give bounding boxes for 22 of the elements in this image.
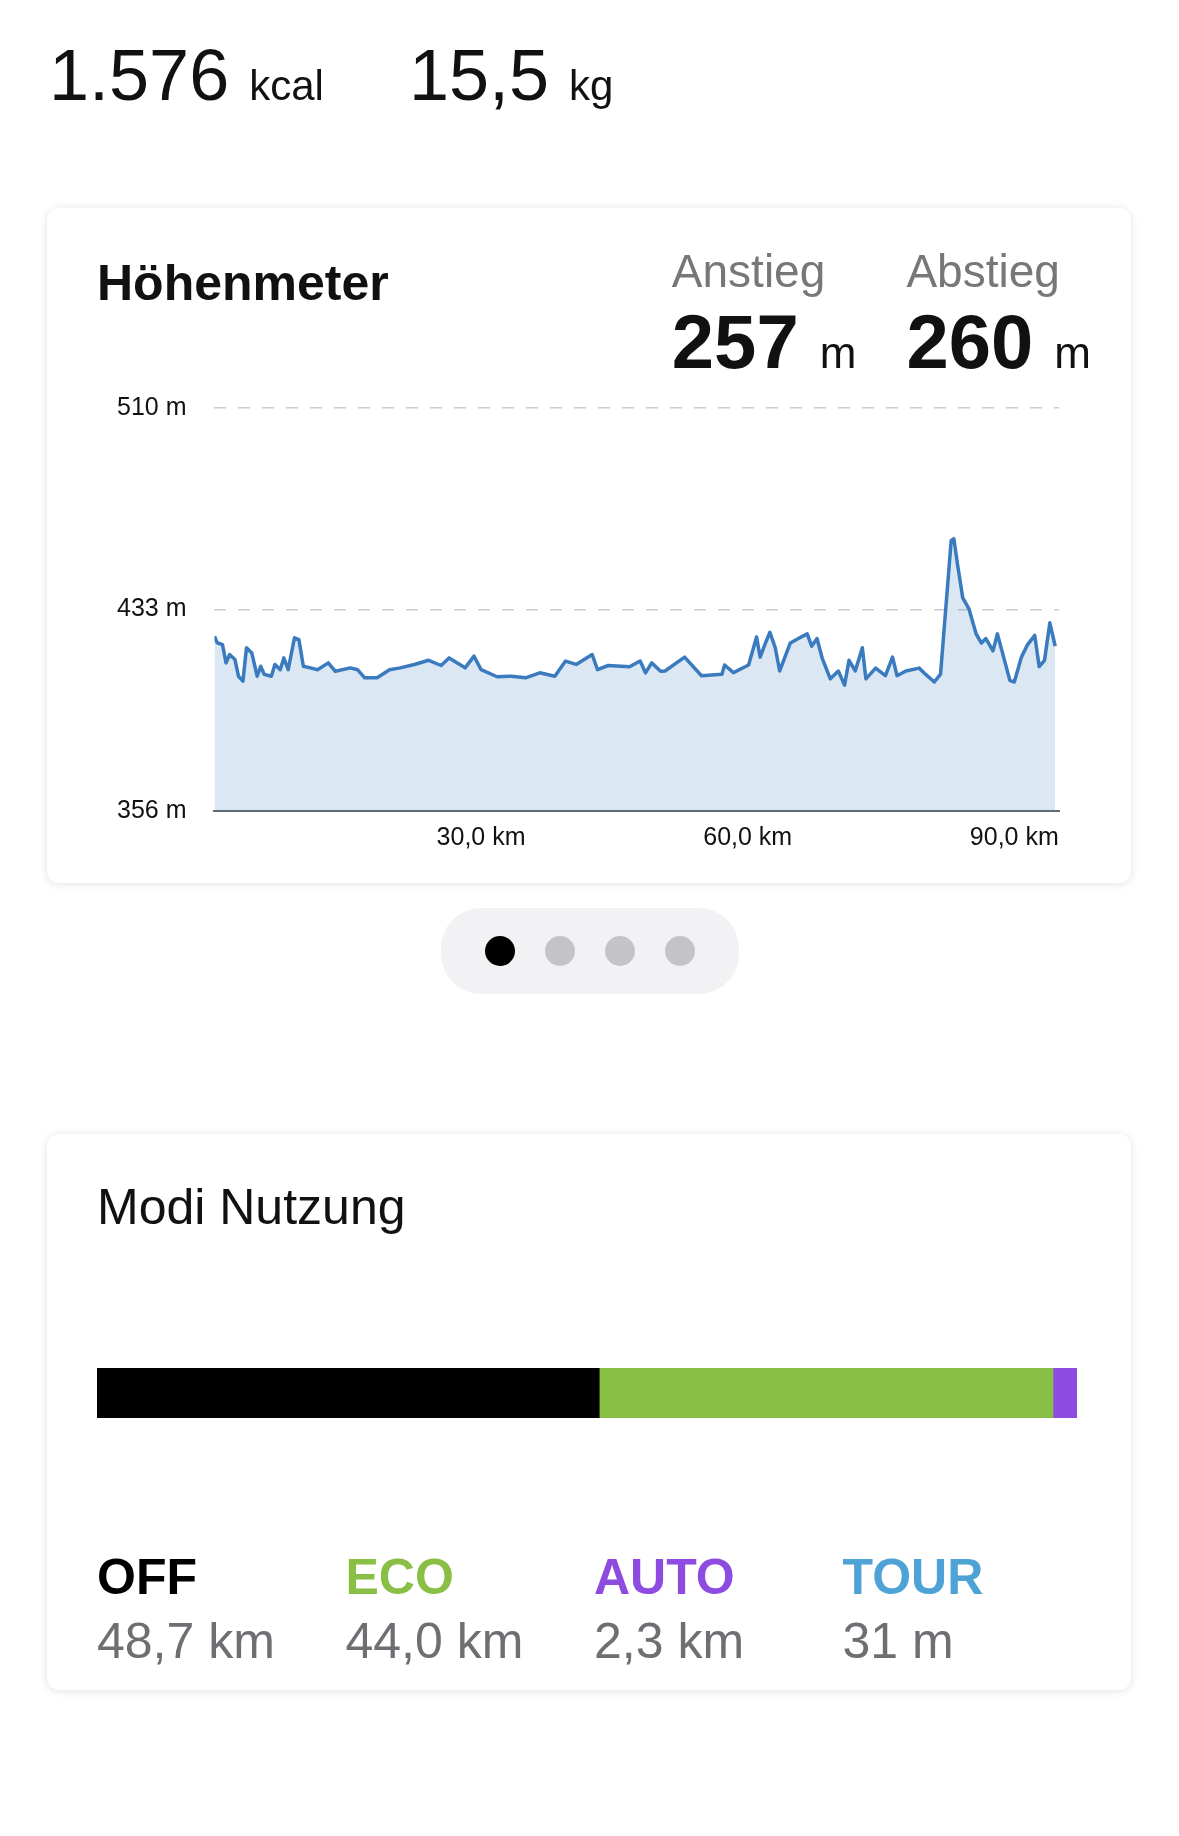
text: TOUR <box>842 1548 985 1606</box>
x-tick-label: 90,0 km <box>969 821 1059 850</box>
y-tick-label: 356 m <box>117 794 187 823</box>
text: 15,5 kg <box>408 35 614 115</box>
text: AUTO <box>594 1548 736 1606</box>
text: 2,3 km <box>594 1612 746 1670</box>
chart-title: Höhenmeter <box>97 254 389 313</box>
x-tick-label: 30,0 km <box>436 821 526 850</box>
chart-title: Modi Nutzung <box>97 1178 407 1236</box>
text: 257 m <box>671 299 857 384</box>
text: 48,7 km <box>97 1612 276 1670</box>
text: 31 m <box>842 1612 955 1670</box>
text: OFF <box>97 1548 198 1606</box>
text: Abstieg <box>906 244 1061 298</box>
y-tick-label: 433 m <box>117 593 187 622</box>
y-tick-label: 510 m <box>117 391 187 420</box>
text: 1.576 kcal <box>49 35 324 115</box>
text: Anstieg <box>671 244 827 298</box>
text: 44,0 km <box>345 1612 525 1670</box>
text: 260 m <box>906 299 1091 384</box>
x-tick-label: 60,0 km <box>703 821 793 850</box>
text: ECO <box>345 1548 455 1606</box>
